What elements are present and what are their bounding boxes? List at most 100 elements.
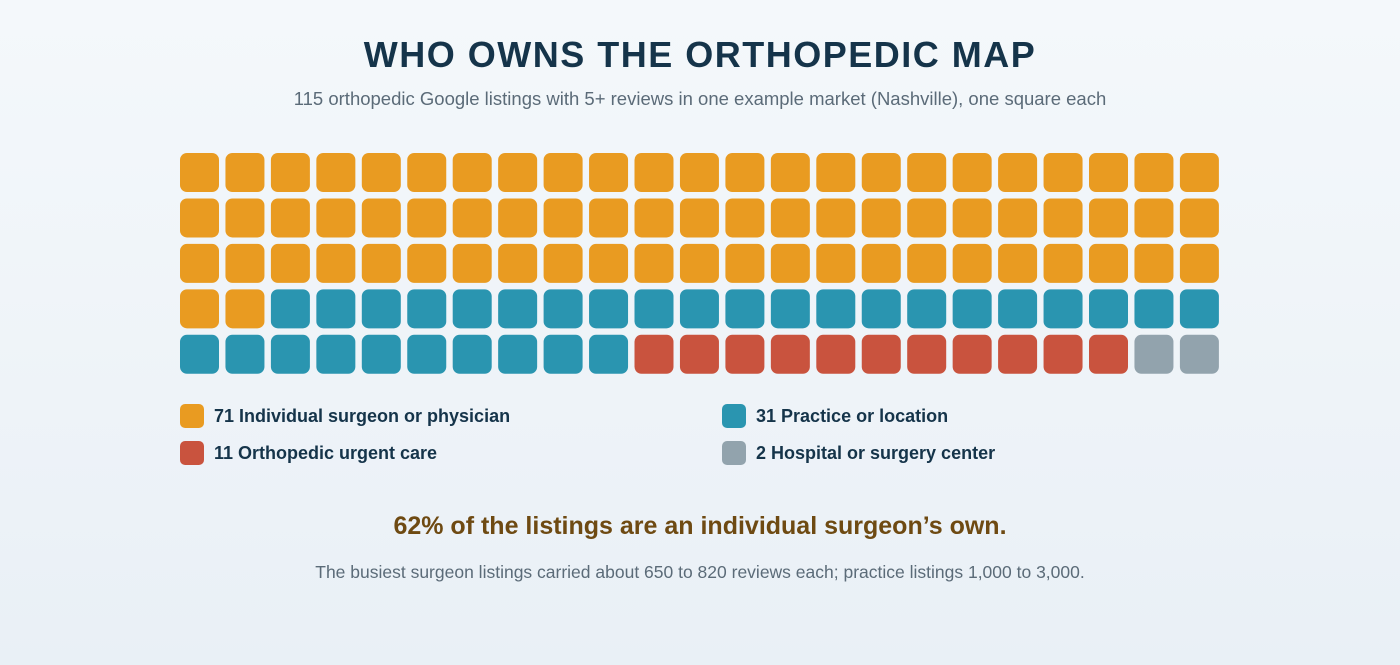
legend-label-individual-surgeon: Individual surgeon or physician: [239, 405, 511, 426]
waffle-square-individual-surgeon-or-physician: [952, 243, 992, 283]
waffle-square-practice-or-location: [725, 289, 765, 329]
waffle-square-individual-surgeon-or-physician: [1179, 153, 1219, 192]
waffle-square-practice-or-location: [452, 334, 492, 374]
waffle-square-orthopedic-urgent-care: [1089, 334, 1128, 374]
waffle-square-practice-or-location: [1089, 289, 1128, 329]
waffle-square-practice-or-location: [634, 289, 674, 329]
waffle-square-practice-or-location: [361, 289, 401, 329]
waffle-square-orthopedic-urgent-care: [679, 334, 719, 374]
waffle-square-individual-surgeon-or-physician: [498, 153, 538, 192]
waffle-square-practice-or-location: [543, 334, 583, 374]
waffle-square-practice-or-location: [316, 334, 356, 374]
waffle-square-individual-surgeon-or-physician: [1043, 153, 1083, 192]
waffle-square-practice-or-location: [998, 289, 1038, 329]
legend-item-individual-surgeon: 71 Individual surgeon or physician: [180, 404, 510, 428]
waffle-square-individual-surgeon-or-physician: [861, 198, 901, 238]
waffle-square-individual-surgeon-or-physician: [589, 153, 629, 192]
waffle-square-individual-surgeon-or-physician: [952, 153, 992, 192]
waffle-square-individual-surgeon-or-physician: [180, 198, 219, 238]
waffle-square-hospital-or-surgery-center: [1179, 334, 1219, 374]
waffle-square-individual-surgeon-or-physician: [816, 153, 856, 192]
waffle-square-practice-or-location: [952, 289, 992, 329]
waffle-square-individual-surgeon-or-physician: [634, 198, 674, 238]
legend-count-practice-location: 31: [756, 405, 777, 426]
waffle-square-individual-surgeon-or-physician: [907, 153, 947, 192]
waffle-square-orthopedic-urgent-care: [634, 334, 674, 374]
waffle-square-individual-surgeon-or-physician: [1089, 153, 1128, 192]
waffle-square-individual-surgeon-or-physician: [498, 243, 538, 283]
waffle-square-individual-surgeon-or-physician: [998, 153, 1038, 192]
waffle-square-practice-or-location: [589, 289, 629, 329]
waffle-square-individual-surgeon-or-physician: [407, 153, 447, 192]
waffle-square-individual-surgeon-or-physician: [998, 198, 1038, 238]
waffle-square-individual-surgeon-or-physician: [225, 243, 265, 283]
waffle-square-individual-surgeon-or-physician: [816, 198, 856, 238]
waffle-square-practice-or-location: [679, 289, 719, 329]
headline: 62% of the listings are an individual su…: [393, 512, 1007, 540]
waffle-square-individual-surgeon-or-physician: [1179, 243, 1219, 283]
waffle-square-individual-surgeon-or-physician: [1089, 198, 1128, 238]
waffle-square-individual-surgeon-or-physician: [270, 243, 310, 283]
waffle-square-individual-surgeon-or-physician: [861, 243, 901, 283]
waffle-square-individual-surgeon-or-physician: [316, 153, 356, 192]
waffle-square-practice-or-location: [270, 289, 310, 329]
legend-swatch-practice-location: [722, 404, 746, 428]
waffle-square-practice-or-location: [180, 334, 219, 374]
waffle-square-individual-surgeon-or-physician: [452, 243, 492, 283]
chart-subtitle: 115 orthopedic Google listings with 5+ r…: [293, 88, 1107, 109]
footnote: The busiest surgeon listings carried abo…: [315, 562, 1085, 582]
waffle-square-practice-or-location: [316, 289, 356, 329]
waffle-square-individual-surgeon-or-physician: [907, 198, 947, 238]
legend-swatch-individual-surgeon: [180, 404, 204, 428]
waffle-square-practice-or-location: [407, 334, 447, 374]
waffle-square-individual-surgeon-or-physician: [1043, 243, 1083, 283]
legend-label-practice-location: Practice or location: [781, 405, 949, 426]
waffle-square-orthopedic-urgent-care: [952, 334, 992, 374]
waffle-square-individual-surgeon-or-physician: [407, 243, 447, 283]
waffle-square-practice-or-location: [452, 289, 492, 329]
waffle-square-individual-surgeon-or-physician: [361, 198, 401, 238]
waffle-square-individual-surgeon-or-physician: [679, 153, 719, 192]
waffle-square-practice-or-location: [770, 289, 810, 329]
legend-count-urgent-care: 11: [214, 442, 234, 463]
waffle-square-hospital-or-surgery-center: [1134, 334, 1174, 374]
waffle-square-individual-surgeon-or-physician: [270, 198, 310, 238]
waffle-square-orthopedic-urgent-care: [861, 334, 901, 374]
waffle-square-orthopedic-urgent-care: [1043, 334, 1083, 374]
waffle-square-individual-surgeon-or-physician: [634, 153, 674, 192]
waffle-square-individual-surgeon-or-physician: [1089, 243, 1128, 283]
legend-item-hospital: 2 Hospital or surgery center: [722, 441, 995, 465]
waffle-square-individual-surgeon-or-physician: [225, 289, 265, 329]
waffle-square-practice-or-location: [270, 334, 310, 374]
waffle-square-practice-or-location: [407, 289, 447, 329]
waffle-square-individual-surgeon-or-physician: [361, 243, 401, 283]
waffle-square-individual-surgeon-or-physician: [725, 198, 765, 238]
waffle-square-orthopedic-urgent-care: [816, 334, 856, 374]
waffle-square-individual-surgeon-or-physician: [1134, 198, 1174, 238]
legend-label-urgent-care: Orthopedic urgent care: [238, 442, 438, 463]
waffle-square-individual-surgeon-or-physician: [770, 198, 810, 238]
legend-swatch-urgent-care: [180, 441, 204, 465]
waffle-square-practice-or-location: [589, 334, 629, 374]
waffle-square-individual-surgeon-or-physician: [1179, 198, 1219, 238]
waffle-square-practice-or-location: [1043, 289, 1083, 329]
waffle-square-orthopedic-urgent-care: [725, 334, 765, 374]
legend-item-practice-location: 31 Practice or location: [722, 404, 948, 428]
waffle-square-practice-or-location: [861, 289, 901, 329]
waffle-square-individual-surgeon-or-physician: [816, 243, 856, 283]
waffle-square-individual-surgeon-or-physician: [543, 243, 583, 283]
legend-count-hospital: 2: [756, 442, 767, 463]
legend-count-individual-surgeon: 71: [214, 405, 235, 426]
waffle-square-individual-surgeon-or-physician: [589, 243, 629, 283]
waffle-square-practice-or-location: [361, 334, 401, 374]
waffle-square-individual-surgeon-or-physician: [316, 198, 356, 238]
waffle-square-individual-surgeon-or-physician: [316, 243, 356, 283]
waffle-square-practice-or-location: [1179, 289, 1219, 329]
waffle-square-practice-or-location: [907, 289, 947, 329]
chart-title: WHO OWNS THE ORTHOPEDIC MAP: [363, 34, 1037, 75]
waffle-square-practice-or-location: [543, 289, 583, 329]
waffle-square-individual-surgeon-or-physician: [679, 243, 719, 283]
waffle-square-individual-surgeon-or-physician: [679, 198, 719, 238]
waffle-square-individual-surgeon-or-physician: [270, 153, 310, 192]
